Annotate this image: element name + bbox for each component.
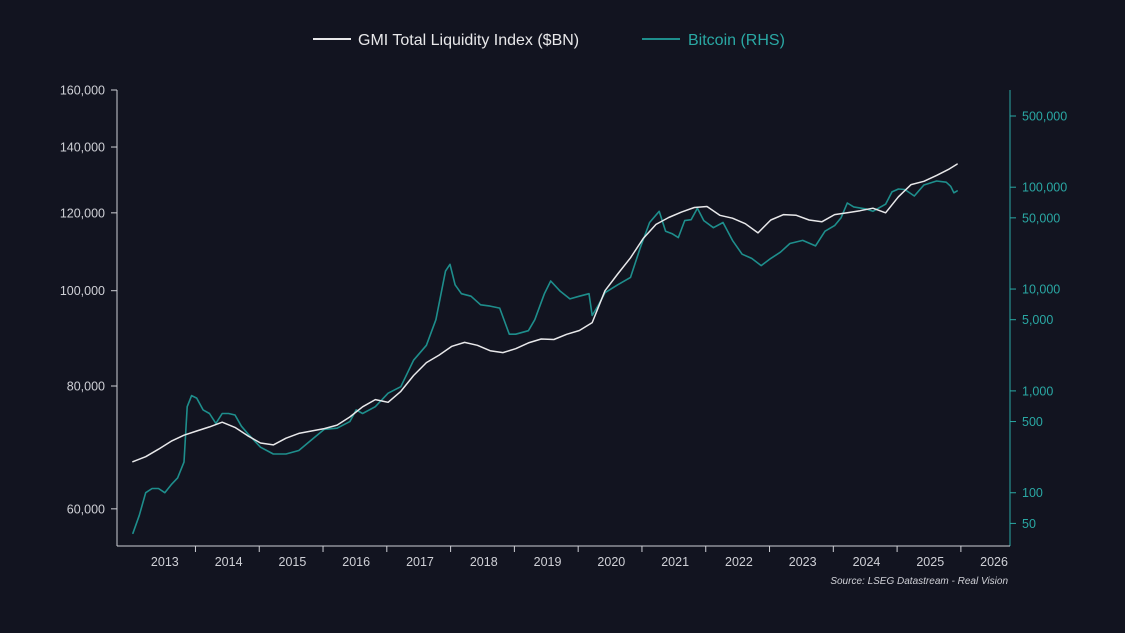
y-left-tick-label: 120,000 [60, 206, 105, 220]
y-right-tick-label: 100 [1022, 486, 1043, 500]
x-tick-label: 2023 [789, 555, 817, 569]
x-tick-label: 2022 [725, 555, 753, 569]
series-line-liquidity [132, 163, 958, 463]
y-right-tick-label: 50 [1022, 517, 1036, 531]
y-right-tick-label: 500,000 [1022, 109, 1067, 123]
x-tick-label: 2014 [215, 555, 243, 569]
x-tick-label: 2018 [470, 555, 498, 569]
y-left-tick-label: 60,000 [67, 502, 105, 516]
x-tick-label: 2025 [916, 555, 944, 569]
x-tick-label: 2016 [342, 555, 370, 569]
y-left-tick-label: 80,000 [67, 379, 105, 393]
series-line-bitcoin [132, 180, 958, 535]
x-tick-label: 2015 [279, 555, 307, 569]
y-left-tick-label: 160,000 [60, 84, 105, 98]
y-right-tick-label: 1,000 [1022, 384, 1053, 398]
x-tick-label: 2019 [534, 555, 562, 569]
y-left-tick-label: 100,000 [60, 284, 105, 298]
series [132, 163, 958, 535]
y-right-tick-label: 50,000 [1022, 211, 1060, 225]
x-tick-label: 2026 [980, 555, 1008, 569]
source-note: Source: LSEG Datastream - Real Vision [830, 576, 1008, 587]
y-right-tick-label: 10,000 [1022, 283, 1060, 297]
x-tick-label: 2017 [406, 555, 434, 569]
legend-label-bitcoin: Bitcoin (RHS) [688, 32, 785, 49]
legend-label-liquidity: GMI Total Liquidity Index ($BN) [358, 32, 579, 49]
y-right-tick-label: 100,000 [1022, 181, 1067, 195]
legend: GMI Total Liquidity Index ($BN) Bitcoin … [313, 32, 785, 49]
axes: 60,000 80,000 100,000 120,000 140,000 160,000… [60, 84, 1067, 570]
y-right-tick-label: 5,000 [1022, 313, 1053, 327]
x-tick-label: 2013 [151, 555, 179, 569]
x-tick-label: 2020 [597, 555, 625, 569]
y-left-tick-label: 140,000 [60, 141, 105, 155]
y-right-tick-label: 500 [1022, 415, 1043, 429]
x-tick-label: 2024 [853, 555, 881, 569]
x-tick-label: 2021 [661, 555, 689, 569]
